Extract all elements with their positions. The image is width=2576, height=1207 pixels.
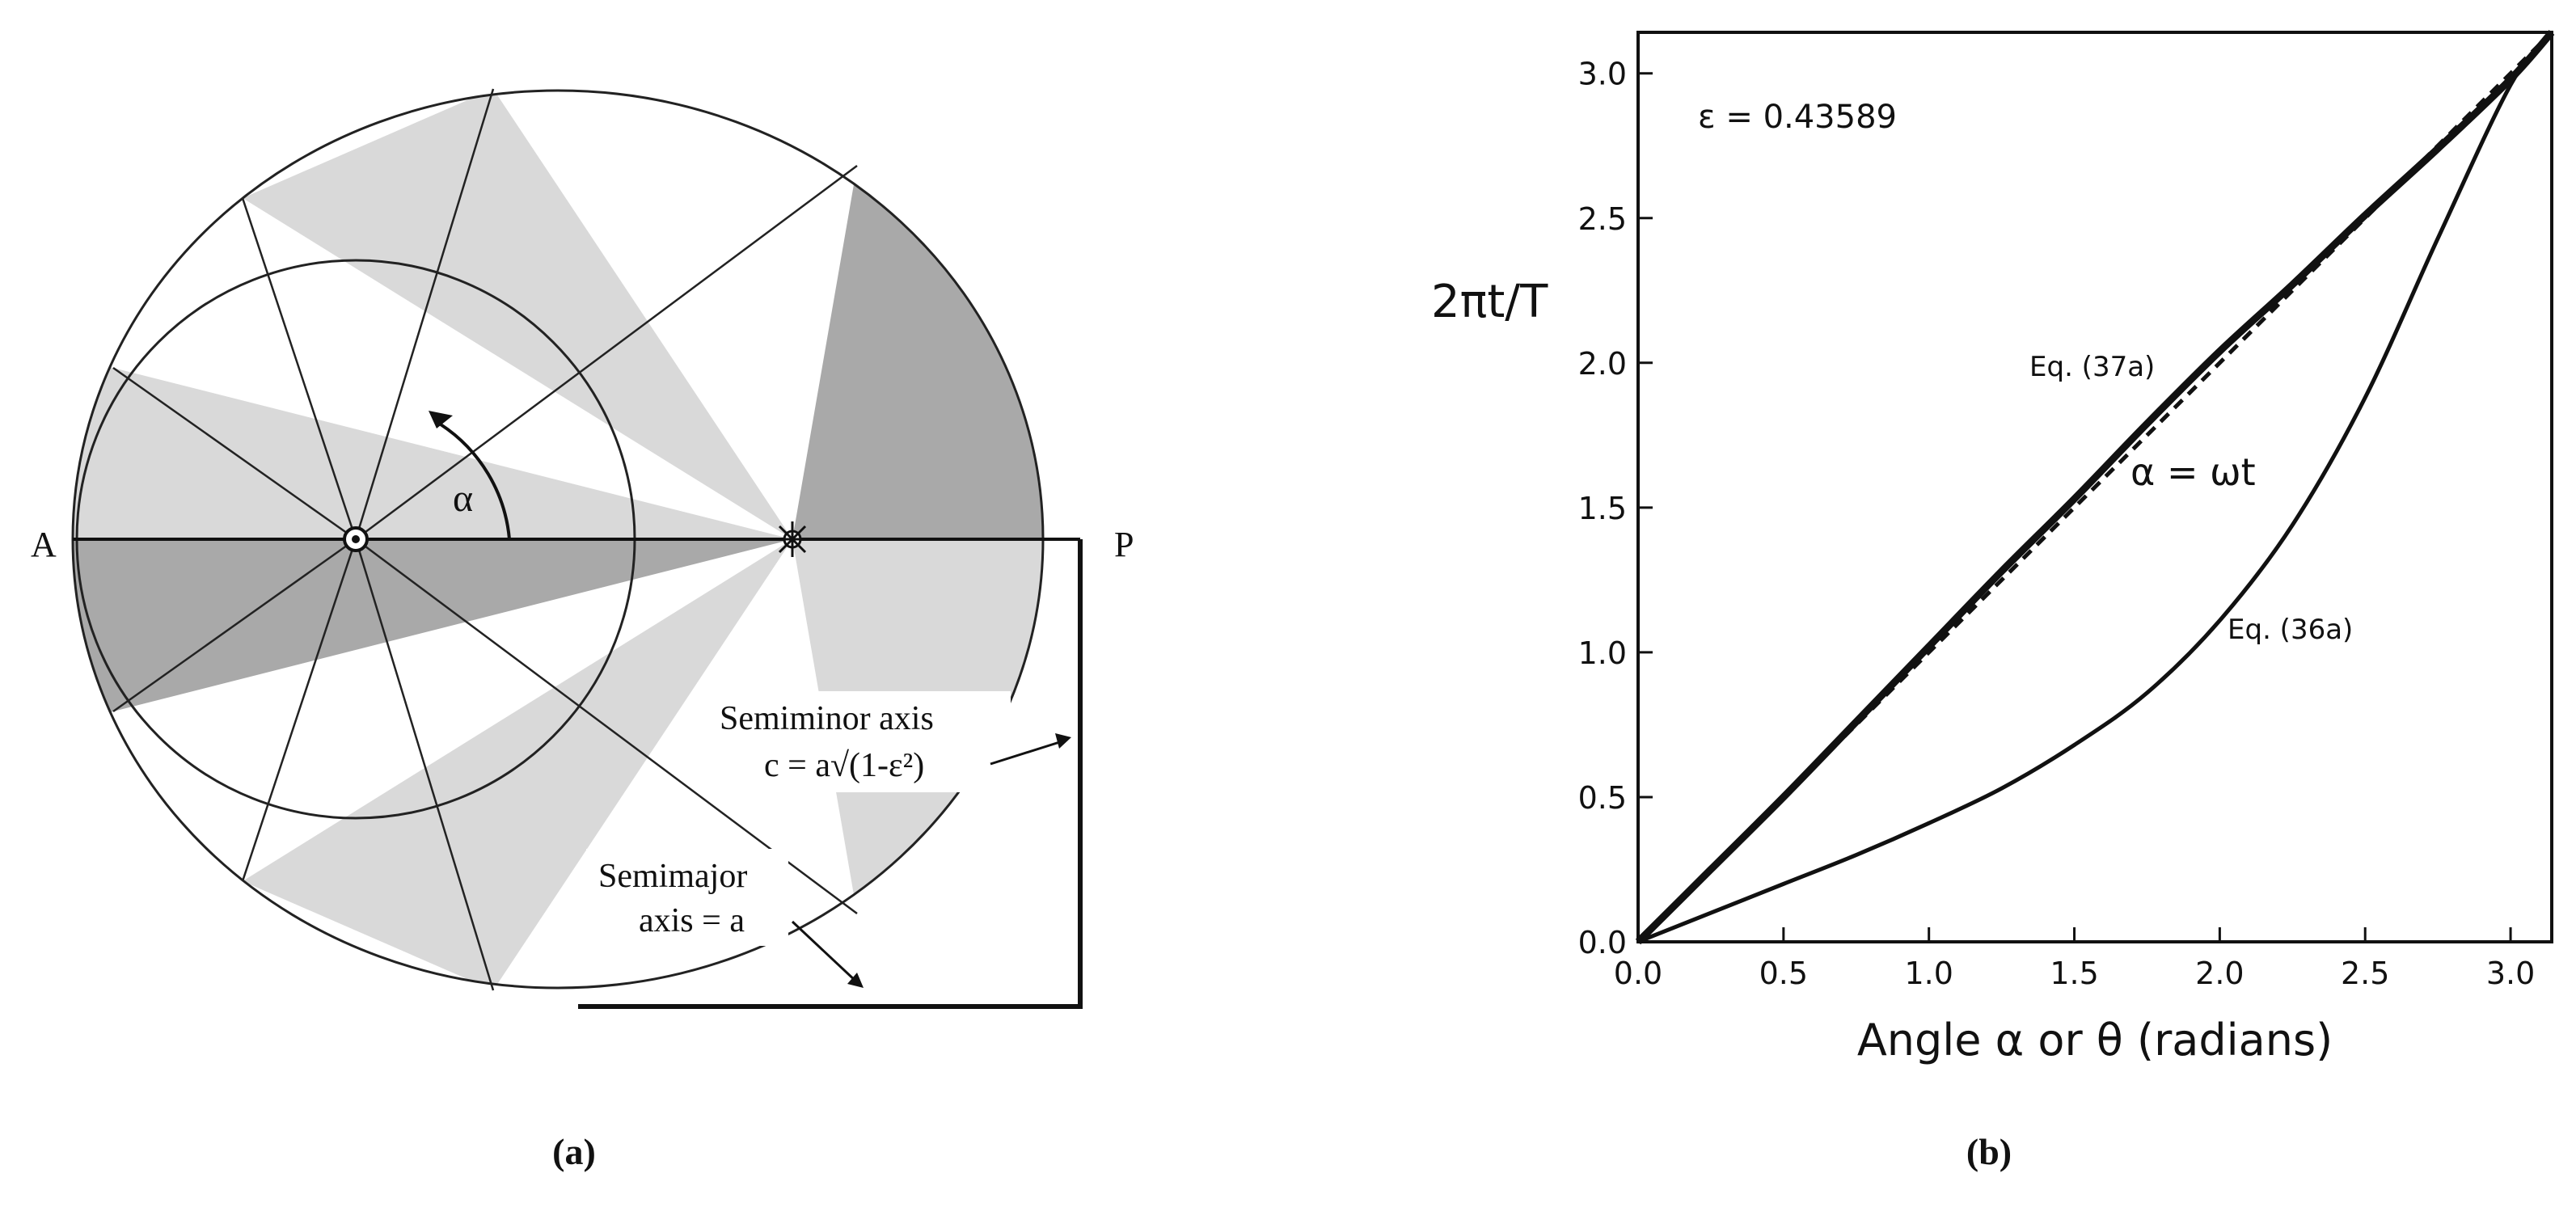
y-tick-label: 1.5 [1578, 491, 1627, 526]
panel-a-ellipse-diagram: A P α Semiminor axis c = a√(1-ε²) Semima… [31, 88, 1134, 1172]
radial-line [355, 164, 858, 541]
x-tick-label: 2.5 [2341, 956, 2389, 991]
radial-line [112, 538, 357, 713]
x-tick-label: 3.0 [2486, 956, 2535, 991]
alpha-omega-annotation: α = ωt [2130, 450, 2256, 494]
series-eq36a-line [1637, 31, 2553, 944]
x-tick-label: 2.0 [2195, 956, 2244, 991]
y-tick-label: 2.0 [1578, 346, 1627, 382]
label-aphelion: A [31, 525, 57, 564]
semimajor-label-line1: Semimajor [598, 858, 747, 895]
semiminor-arrow-head-icon [1055, 733, 1071, 749]
semiaxis-bracket [578, 539, 1083, 1009]
semiminor-label-line2: c = a√(1-ε²) [764, 747, 924, 784]
x-axis-label: Angle α or θ (radians) [1857, 1015, 2333, 1066]
semimajor-label-bg [586, 849, 788, 946]
label-alpha: α [453, 477, 473, 520]
alpha-angle-arc [439, 423, 511, 540]
eq36-annotation: Eq. (36a) [2228, 614, 2353, 646]
series-alpha-omega-t-line [1636, 31, 2553, 943]
x-tick-label: 1.5 [2050, 956, 2098, 991]
semiminor-arrow [990, 738, 1068, 766]
x-tick-label: 1.0 [1904, 956, 1953, 991]
panel-b-chart: 0.0 0.5 1.0 1.5 2.0 2.5 3.0 0.0 0.5 1.0 1.5 2.0 2.5… [1431, 30, 2555, 1172]
alpha-arrow-icon [429, 411, 453, 428]
radial-line [241, 538, 357, 882]
radial-line [354, 538, 495, 991]
label-perihelion: P [1114, 525, 1134, 564]
y-tick-label: 0.5 [1578, 780, 1627, 816]
sector-dark-left [73, 539, 792, 728]
semiminor-label-bg [712, 691, 1011, 792]
eq37-annotation: Eq. (37a) [2029, 351, 2155, 383]
sector-light-bottom [243, 539, 792, 988]
sector-dark-top-right [792, 91, 1043, 539]
semimajor-label-line2: axis = a [639, 902, 745, 939]
y-tick-label: 2.5 [1578, 201, 1627, 237]
y-tick-label: 1.0 [1578, 635, 1627, 671]
x-tick-label: 0.5 [1759, 956, 1808, 991]
y-tick-label: 3.0 [1578, 57, 1627, 92]
sector-light-top-left [243, 91, 792, 539]
y-tick-label: 0.0 [1578, 925, 1627, 960]
x-axis-ticks: 0.0 0.5 1.0 1.5 2.0 2.5 3.0 [1614, 927, 2535, 991]
caption-b: (b) [1966, 1131, 2012, 1172]
semiminor-label-line1: Semiminor axis [720, 700, 934, 737]
radial-line [241, 197, 357, 540]
sector-light-left [73, 360, 792, 539]
radial-lines [112, 88, 858, 991]
sun-focus-icon [775, 521, 810, 557]
radial-line [354, 88, 495, 540]
series-layer [1635, 30, 2555, 945]
center-point-icon [343, 526, 369, 552]
radial-line [112, 366, 357, 541]
y-axis-ticks: 0.0 0.5 1.0 1.5 2.0 2.5 3.0 [1578, 57, 1653, 960]
epsilon-annotation: ε = 0.43589 [1698, 99, 1897, 136]
x-tick-label: 0.0 [1614, 956, 1662, 991]
y-axis-label: 2πt/T [1431, 276, 1548, 328]
caption-a: (a) [552, 1131, 596, 1172]
semimajor-arrow [791, 920, 859, 984]
semimajor-arrow-head-icon [847, 973, 864, 988]
